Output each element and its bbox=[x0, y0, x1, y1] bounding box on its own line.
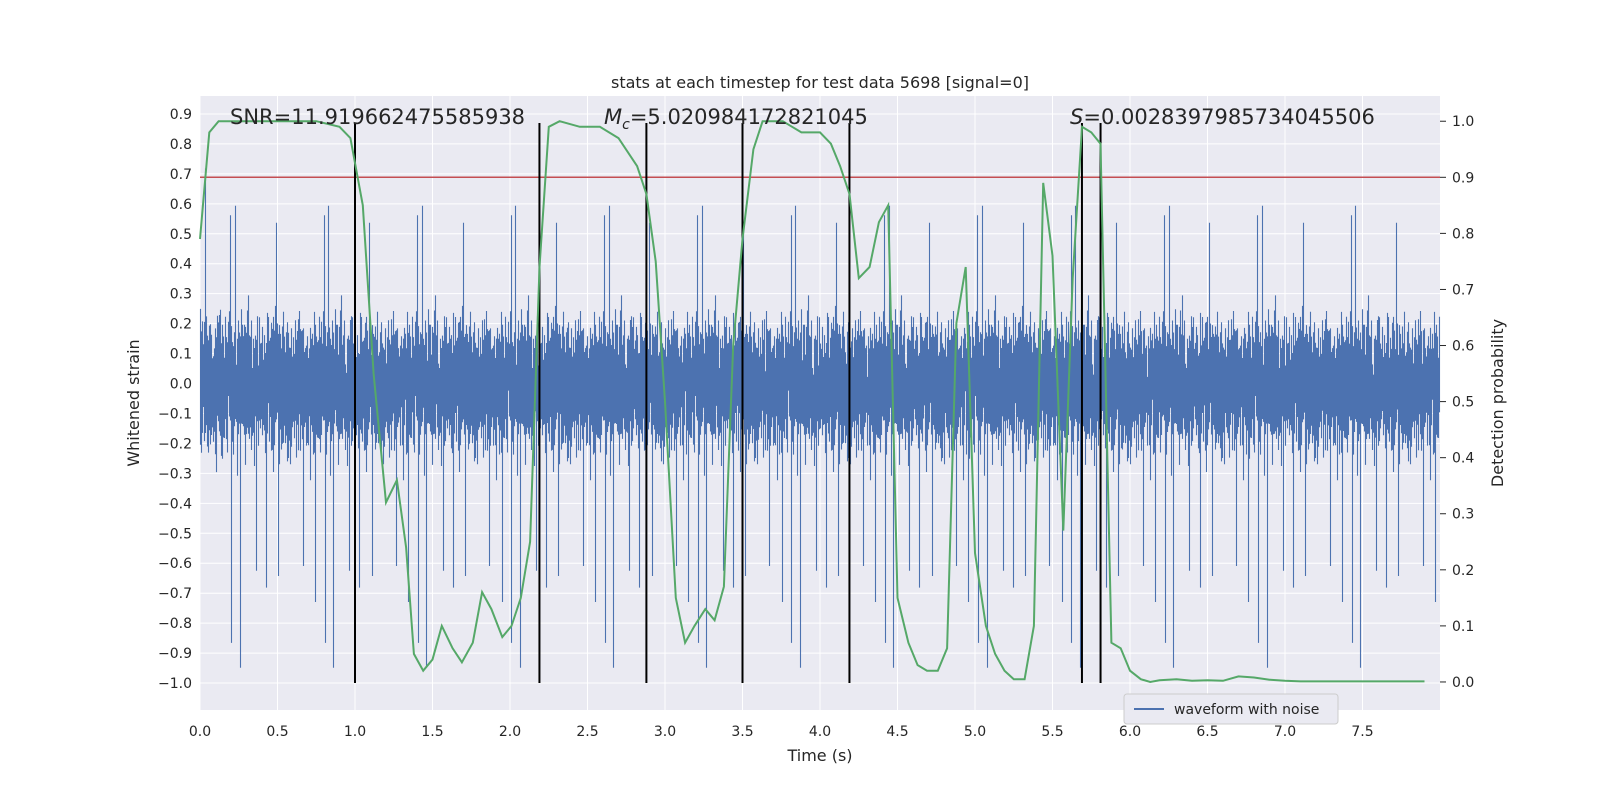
y-tick-label: −0.9 bbox=[158, 646, 192, 662]
y2-tick-label: 0.0 bbox=[1452, 675, 1474, 691]
mc-subscript: c bbox=[622, 117, 630, 133]
chirp-mass-annotation: Mc=5.020984172821045 bbox=[604, 105, 868, 133]
y-axis-label: Whitened strain bbox=[124, 339, 143, 466]
x-tick-label: 6.5 bbox=[1196, 724, 1218, 740]
x-tick-label: 2.0 bbox=[499, 724, 521, 740]
x-tick-label: 1.0 bbox=[344, 724, 366, 740]
mc-symbol: M bbox=[604, 105, 622, 129]
y-tick-label: −0.6 bbox=[158, 556, 192, 572]
s-symbol: S bbox=[1070, 105, 1083, 129]
x-axis-label: Time (s) bbox=[786, 746, 852, 765]
x-tick-label: 1.5 bbox=[421, 724, 443, 740]
legend-label: waveform with noise bbox=[1174, 702, 1319, 718]
y-tick-label: −0.7 bbox=[158, 586, 192, 602]
x-tick-label: 2.5 bbox=[576, 724, 598, 740]
x-tick-label: 3.0 bbox=[654, 724, 676, 740]
y2-axis-label: Detection probability bbox=[1488, 319, 1507, 487]
x-tick-label: 3.5 bbox=[731, 724, 753, 740]
chart-title: stats at each timestep for test data 569… bbox=[611, 73, 1029, 92]
x-tick-label: 5.5 bbox=[1041, 724, 1063, 740]
x-axis-ticks: 0.0 0.5 1.0 1.5 2.0 2.5 3.0 3.5 4.0 4.5 5.0 5.5 6.0 6… bbox=[189, 724, 1374, 740]
y-tick-label: 0.7 bbox=[170, 167, 192, 183]
y-tick-label: −0.3 bbox=[158, 466, 192, 482]
x-tick-label: 5.0 bbox=[964, 724, 986, 740]
y2-tick-label: 0.7 bbox=[1452, 282, 1474, 298]
x-tick-label: 0.0 bbox=[189, 724, 211, 740]
y-tick-label: 0.8 bbox=[170, 137, 192, 153]
y-tick-label: 0.5 bbox=[170, 227, 192, 243]
y2-tick-label: 0.4 bbox=[1452, 451, 1474, 467]
mc-value: =5.020984172821045 bbox=[630, 105, 868, 129]
y-tick-label: 0.1 bbox=[170, 347, 192, 363]
y2-tick-label: 0.5 bbox=[1452, 395, 1474, 411]
s-value: =0.0028397985734045506 bbox=[1083, 105, 1375, 129]
y-tick-label: −0.2 bbox=[158, 436, 192, 452]
x-tick-label: 6.0 bbox=[1119, 724, 1141, 740]
y-tick-label: 0.4 bbox=[170, 257, 192, 273]
y-tick-label: −0.8 bbox=[158, 616, 192, 632]
x-tick-label: 0.5 bbox=[266, 724, 288, 740]
y2-tick-label: 0.3 bbox=[1452, 507, 1474, 523]
x-tick-label: 7.0 bbox=[1274, 724, 1296, 740]
y2-tick-label: 0.2 bbox=[1452, 563, 1474, 579]
y-tick-label: 0.0 bbox=[170, 377, 192, 393]
y-axis-ticks: 0.9 0.8 0.7 0.6 0.5 0.4 0.3 0.2 0.1 0.0 −0.1 −0.2 −0… bbox=[158, 107, 192, 692]
waveform-trace bbox=[199, 168, 1441, 668]
y2-tick-label: 0.6 bbox=[1452, 339, 1474, 355]
snr-annotation: SNR=11.919662475585938 bbox=[230, 105, 525, 129]
detection-probability-series bbox=[199, 120, 1425, 684]
x-tick-label: 4.0 bbox=[809, 724, 831, 740]
spin-annotation: S=0.0028397985734045506 bbox=[1070, 105, 1375, 129]
y-tick-label: −0.4 bbox=[158, 496, 192, 512]
y-tick-label: −0.5 bbox=[158, 526, 192, 542]
y2-tick-label: 1.0 bbox=[1452, 114, 1474, 130]
y-tick-label: 0.3 bbox=[170, 287, 192, 303]
y-tick-label: 0.2 bbox=[170, 317, 192, 333]
x-tick-label: 7.5 bbox=[1351, 724, 1373, 740]
y2-tick-label: 0.8 bbox=[1452, 226, 1474, 242]
vertical-markers bbox=[354, 122, 1102, 684]
y2-tick-label: 0.1 bbox=[1452, 619, 1474, 635]
legend-box bbox=[1123, 693, 1339, 725]
y-tick-label: −1.0 bbox=[158, 676, 192, 692]
waveform-noise-series bbox=[199, 168, 1441, 668]
x-tick-label: 4.5 bbox=[886, 724, 908, 740]
detection-probability-line bbox=[199, 120, 1425, 684]
y-tick-label: −0.1 bbox=[158, 406, 192, 422]
y2-tick-label: 0.9 bbox=[1452, 170, 1474, 186]
y-tick-label: 0.9 bbox=[170, 107, 192, 123]
y-tick-label: 0.6 bbox=[170, 197, 192, 213]
y2-axis-ticks: 1.0 0.9 0.8 0.7 0.6 0.5 0.4 0.3 0.2 0.1 0.0 bbox=[1440, 114, 1474, 691]
legend: waveform with noise bbox=[1123, 693, 1339, 725]
